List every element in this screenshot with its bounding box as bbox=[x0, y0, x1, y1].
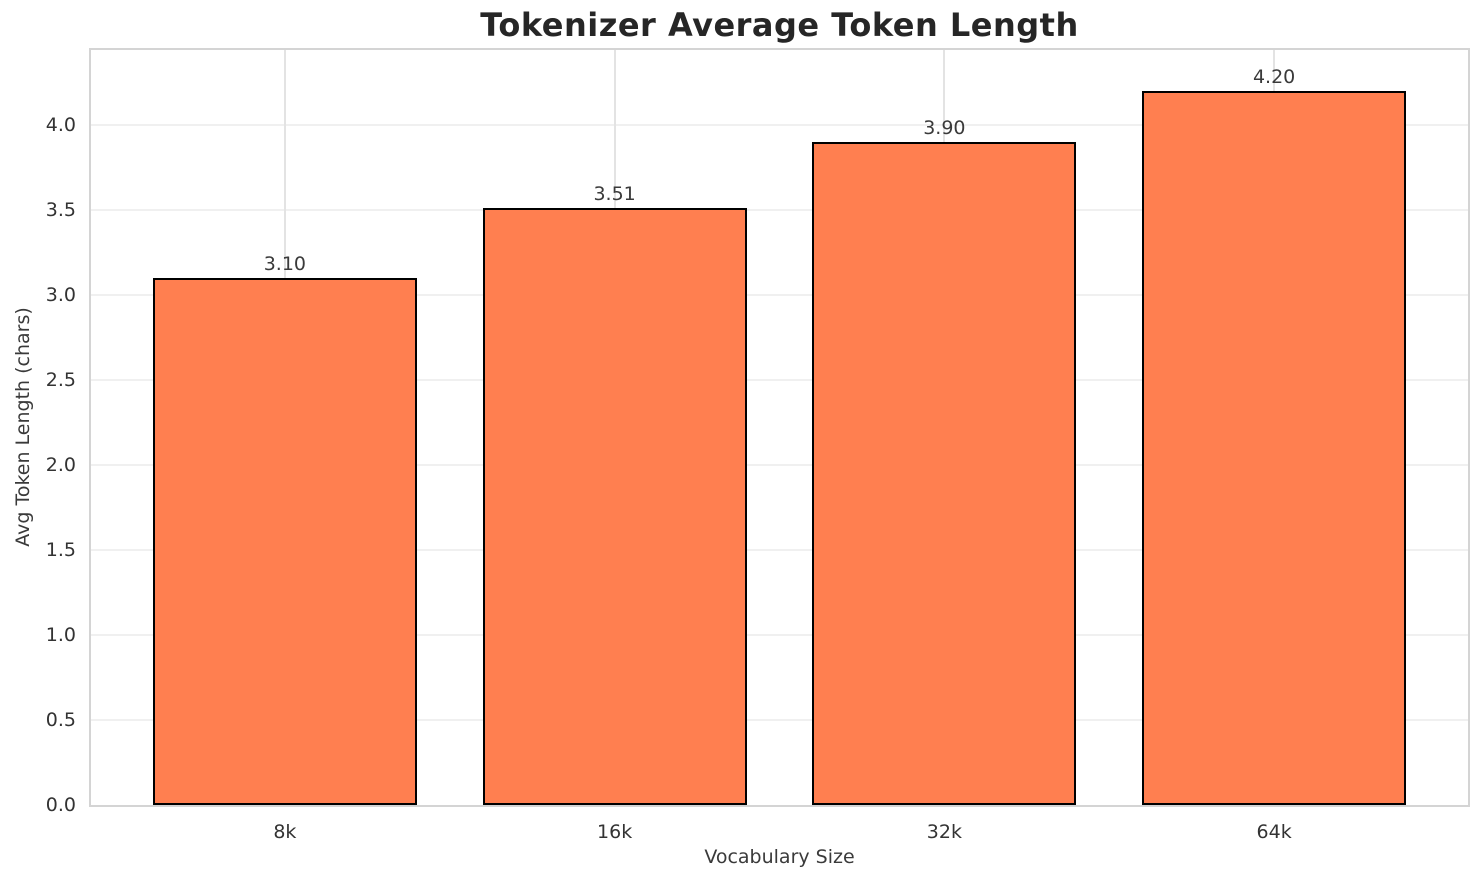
h-gridline bbox=[91, 548, 1468, 551]
h-gridline bbox=[91, 208, 1468, 211]
y-tick-label: 3.0 bbox=[45, 283, 76, 306]
y-tick-label: 1.0 bbox=[45, 623, 76, 646]
h-gridline bbox=[91, 378, 1468, 381]
bar-value-label: 3.10 bbox=[263, 252, 307, 275]
h-gridline bbox=[91, 463, 1468, 466]
x-tick-label: 16k bbox=[597, 821, 633, 843]
x-axis-title: Vocabulary Size bbox=[704, 846, 855, 868]
h-gridline bbox=[91, 718, 1468, 721]
y-tick-label: 4.0 bbox=[45, 113, 76, 136]
y-tick-label: 0.5 bbox=[45, 708, 76, 731]
bar-16k bbox=[482, 208, 747, 805]
y-tick-label: 2.0 bbox=[45, 453, 76, 476]
chart-title: Tokenizer Average Token Length bbox=[480, 6, 1079, 44]
h-gridline bbox=[91, 633, 1468, 636]
bar-32k bbox=[812, 141, 1077, 805]
x-tick-label: 64k bbox=[1256, 821, 1292, 843]
bar-8k bbox=[152, 277, 417, 805]
y-axis-title: Avg Token Length (chars) bbox=[12, 307, 34, 547]
h-gridline bbox=[91, 123, 1468, 126]
bar-value-label: 3.90 bbox=[923, 116, 966, 139]
y-tick-label: 0.0 bbox=[45, 794, 76, 816]
bar-64k bbox=[1142, 90, 1406, 805]
bar-value-label: 4.20 bbox=[1252, 65, 1296, 88]
x-tick-label: 8k bbox=[273, 821, 297, 843]
y-tick-label: 2.5 bbox=[45, 368, 76, 391]
plot-area: 3.10 3.51 3.90 4.20 bbox=[89, 48, 1470, 807]
y-tick-label: 1.5 bbox=[45, 538, 76, 561]
h-gridline bbox=[91, 293, 1468, 296]
x-tick-label: 32k bbox=[926, 821, 962, 843]
bar-value-label: 3.51 bbox=[593, 183, 636, 206]
y-tick-label: 3.5 bbox=[45, 198, 76, 221]
